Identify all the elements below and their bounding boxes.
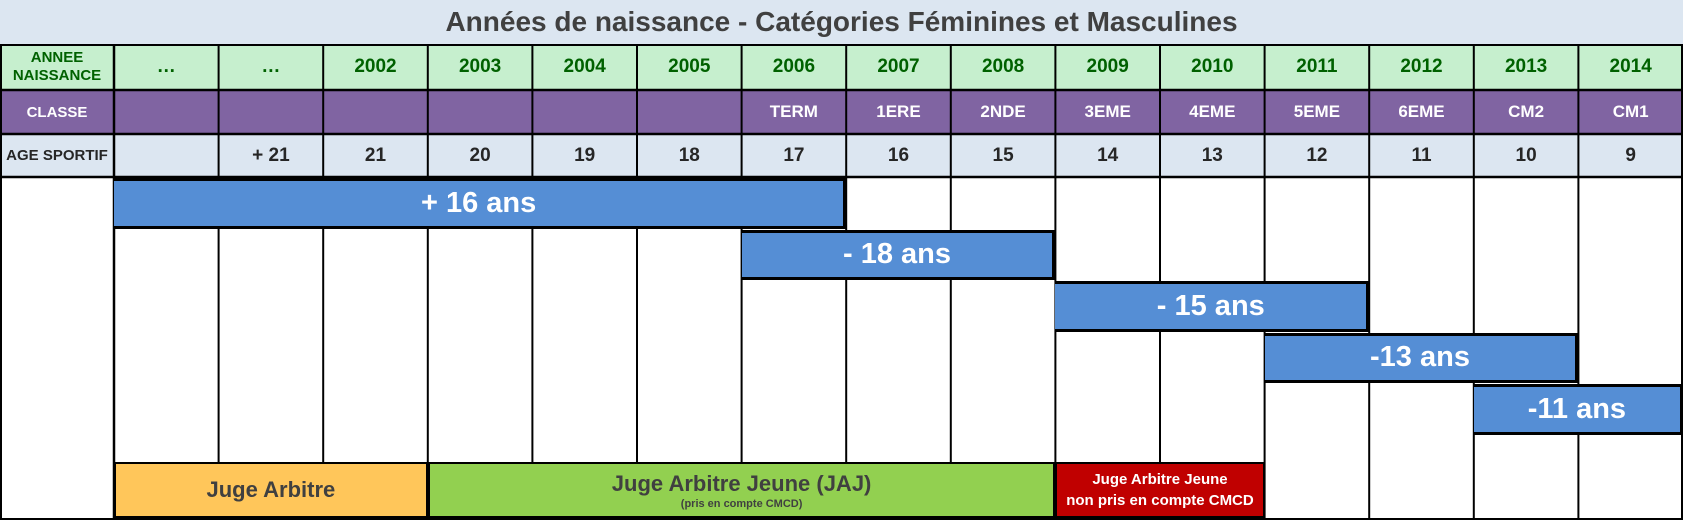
class-cell: [532, 90, 637, 134]
year-cell: 2011: [1264, 44, 1370, 90]
year-cell: 2006: [741, 44, 847, 90]
age-cell: 15: [950, 134, 1056, 177]
judge-bar: Juge Arbitre: [114, 462, 428, 518]
age-cell: 11: [1369, 134, 1474, 177]
age-cell: 21: [323, 134, 428, 177]
judge-sublabel: (pris en compte CMCD): [680, 497, 803, 510]
age-cell: 18: [637, 134, 742, 177]
age-cell: 16: [846, 134, 951, 177]
category-table: ANNEE NAISSANCE CLASSE AGE SPORTIF …… + 2…: [0, 44, 1683, 520]
class-cell: 5EME: [1264, 90, 1370, 134]
age-cell: 9: [1578, 134, 1683, 177]
age-cell: 19: [532, 134, 637, 177]
class-cell: [637, 90, 742, 134]
class-cell: [218, 90, 324, 134]
year-cell: 2004: [532, 44, 637, 90]
class-cell: [427, 90, 533, 134]
class-cell: 2NDE: [950, 90, 1056, 134]
judge-bar: Juge Arbitre Jeune non pris en compte CMC…: [1055, 462, 1265, 518]
category-bar: -11 ans: [1473, 384, 1683, 435]
category-bar: -13 ans: [1264, 332, 1579, 383]
class-cell: TERM: [741, 90, 847, 134]
judge-label: Juge Arbitre Jeune: [1092, 471, 1228, 488]
category-bar: - 18 ans: [741, 229, 1056, 280]
judge-label: Juge Arbitre: [206, 477, 336, 502]
year-cell: 2009: [1055, 44, 1160, 90]
class-cell: 3EME: [1055, 90, 1160, 134]
year-cell: 2008: [950, 44, 1056, 90]
class-cell: CM2: [1473, 90, 1579, 134]
header-year-label: ANNEE NAISSANCE: [0, 44, 114, 90]
class-cell: 6EME: [1369, 90, 1474, 134]
year-cell: 2007: [846, 44, 951, 90]
header-class-label: CLASSE: [0, 90, 114, 134]
year-cell: 2013: [1473, 44, 1579, 90]
age-cell: 10: [1473, 134, 1579, 177]
year-cell: 2010: [1160, 44, 1265, 90]
page-title: Années de naissance - Catégories Féminin…: [0, 0, 1683, 44]
age-cell: 14: [1055, 134, 1160, 177]
judge-sublabel: non pris en compte CMCD: [1066, 492, 1254, 509]
age-cell: + 21: [218, 134, 324, 177]
header-age-label: AGE SPORTIF: [0, 134, 114, 177]
year-cell: 2014: [1578, 44, 1683, 90]
year-cell: 2002: [323, 44, 428, 90]
year-cell: 2012: [1369, 44, 1474, 90]
age-cell: [114, 134, 219, 177]
category-bar: - 15 ans: [1055, 281, 1370, 332]
class-cell: 1ERE: [846, 90, 951, 134]
age-cell: 20: [427, 134, 533, 177]
age-cell: 13: [1160, 134, 1265, 177]
year-cell: …: [114, 44, 219, 90]
class-cell: [323, 90, 428, 134]
age-cell: 12: [1264, 134, 1370, 177]
judge-label: Juge Arbitre Jeune (JAJ): [611, 470, 872, 496]
year-cell: 2005: [637, 44, 742, 90]
class-cell: 4EME: [1160, 90, 1265, 134]
class-cell: CM1: [1578, 90, 1683, 134]
age-cell: 17: [741, 134, 847, 177]
grid-lines: [0, 44, 1683, 520]
category-bar: + 16 ans: [114, 178, 847, 229]
class-cell: [114, 90, 219, 134]
year-cell: …: [218, 44, 324, 90]
judge-bar: Juge Arbitre Jeune (JAJ) (pris en compte …: [427, 462, 1056, 518]
year-cell: 2003: [427, 44, 533, 90]
